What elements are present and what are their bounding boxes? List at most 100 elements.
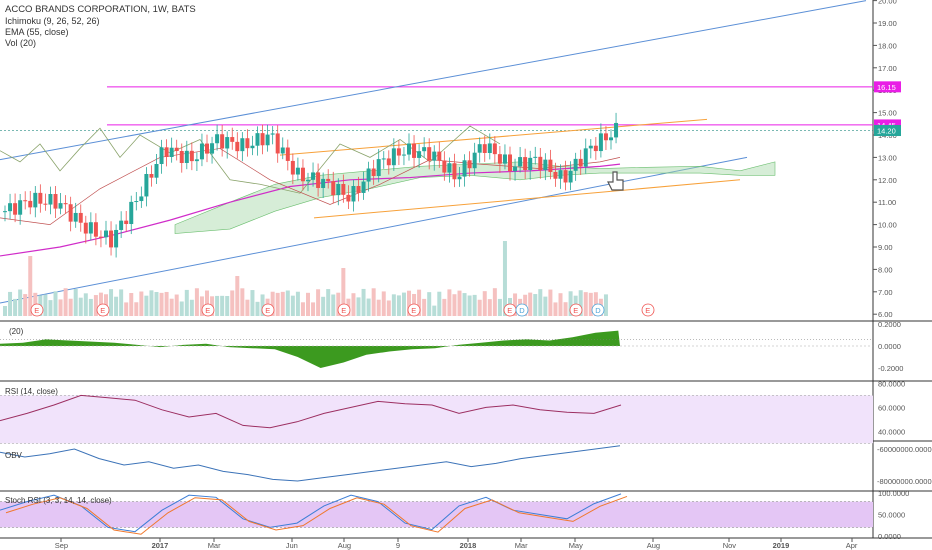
volume-bar xyxy=(169,298,174,316)
candle-body xyxy=(154,164,159,178)
candle-body xyxy=(194,159,199,162)
volume-bar xyxy=(386,300,391,316)
time-label: May xyxy=(569,541,583,550)
candle-body xyxy=(452,163,457,180)
volume-bar xyxy=(326,289,331,316)
volume-bar xyxy=(245,299,250,316)
candle-body xyxy=(462,160,467,177)
volume-bar xyxy=(331,294,336,316)
candle-body xyxy=(124,220,129,225)
candle-body xyxy=(573,158,578,171)
obv-tick-label: -60000000.0000 xyxy=(877,445,932,454)
candle-body xyxy=(28,200,33,208)
candle-body xyxy=(578,158,583,167)
volume-bar xyxy=(482,291,487,316)
volume-bar xyxy=(83,293,88,316)
earnings-marker xyxy=(407,303,421,317)
channel-lower xyxy=(313,179,741,219)
volume-bar xyxy=(583,292,588,316)
rsi-tick-label: 60.0000 xyxy=(878,403,905,412)
rsi-line xyxy=(0,394,622,429)
candle-body xyxy=(366,168,371,182)
rsi-tick-label: 40.0000 xyxy=(878,427,905,436)
candle-body xyxy=(104,230,108,238)
price-tick-label: 19.00 xyxy=(878,19,897,28)
volume-bar xyxy=(442,298,447,316)
volume-bar xyxy=(220,295,225,316)
earnings-marker-label: E xyxy=(265,306,270,315)
candle-body xyxy=(285,147,290,161)
volume-bar xyxy=(8,291,13,316)
price-tick-label: 15.00 xyxy=(878,109,897,118)
volume-bar xyxy=(447,289,452,316)
candle-body xyxy=(109,230,114,248)
price-tick-label: 8.00 xyxy=(878,265,893,274)
candle-body xyxy=(583,148,588,167)
candle-body xyxy=(614,122,619,138)
candle-body xyxy=(401,154,406,156)
volume-bar xyxy=(361,288,366,316)
candle-body xyxy=(265,134,270,146)
stoch-d-line xyxy=(5,495,628,535)
candle-body xyxy=(280,147,285,154)
candle-body xyxy=(598,133,603,152)
earnings-marker xyxy=(201,303,215,317)
volume-bar xyxy=(194,288,199,316)
time-label: Aug xyxy=(647,541,660,550)
time-label: 9 xyxy=(396,541,400,550)
candle-body xyxy=(538,156,543,171)
stoch-label: Stoch RSI (3, 3, 14, 14, close) xyxy=(5,496,112,505)
candle-body xyxy=(295,167,300,175)
candle-body xyxy=(114,229,119,248)
ichimoku-lagging-line xyxy=(0,125,501,194)
volume-bar xyxy=(78,297,83,316)
candle-body xyxy=(98,236,103,238)
price-badge-14 xyxy=(874,119,901,131)
volume-bar xyxy=(129,293,134,316)
volume-bar xyxy=(528,292,533,316)
price-tick-label: 11.00 xyxy=(878,198,896,207)
earnings-marker xyxy=(337,303,351,317)
volume-bar xyxy=(28,256,33,316)
candle-body xyxy=(508,154,512,172)
stoch-tick-label: 50.0000 xyxy=(878,511,905,520)
volume-bar xyxy=(240,288,245,316)
candle-body xyxy=(412,143,417,158)
candle-body xyxy=(609,137,613,141)
volume-bar xyxy=(230,290,235,316)
volume-bar xyxy=(603,294,608,316)
candle-body xyxy=(48,194,53,205)
candle-body xyxy=(63,203,68,205)
volume-bar xyxy=(189,299,194,316)
price-tick-label: 17.00 xyxy=(878,64,897,73)
volume-bar xyxy=(417,289,422,316)
candle-body xyxy=(588,145,593,149)
price-badge-16-text: 16.15 xyxy=(877,83,896,92)
volume-bar xyxy=(492,288,497,316)
volume-bar xyxy=(401,292,406,316)
volume-bar xyxy=(139,291,144,316)
volume-bar xyxy=(53,291,58,316)
candle-body xyxy=(73,212,78,222)
candle-body xyxy=(93,222,98,237)
candle-body xyxy=(43,203,48,205)
candle-body xyxy=(230,137,235,142)
candle-body xyxy=(396,148,401,156)
earnings-marker-label: E xyxy=(100,306,105,315)
volume-bar xyxy=(275,292,280,316)
volume-bar xyxy=(93,295,98,316)
volume-legend: Vol (20) xyxy=(5,38,37,48)
volume-bar xyxy=(149,290,154,316)
volume-bar xyxy=(553,302,558,316)
volume-bar xyxy=(215,295,220,316)
candle-body xyxy=(215,134,220,144)
candle-body xyxy=(341,183,346,195)
volume-bar xyxy=(250,290,255,316)
time-label: Aug xyxy=(338,541,351,550)
time-label: 2017 xyxy=(152,541,169,550)
candle-body xyxy=(58,203,63,209)
candle-body xyxy=(306,179,310,182)
candle-body xyxy=(432,151,437,161)
chart-title: ACCO BRANDS CORPORATION, 1W, BATS xyxy=(5,4,196,15)
